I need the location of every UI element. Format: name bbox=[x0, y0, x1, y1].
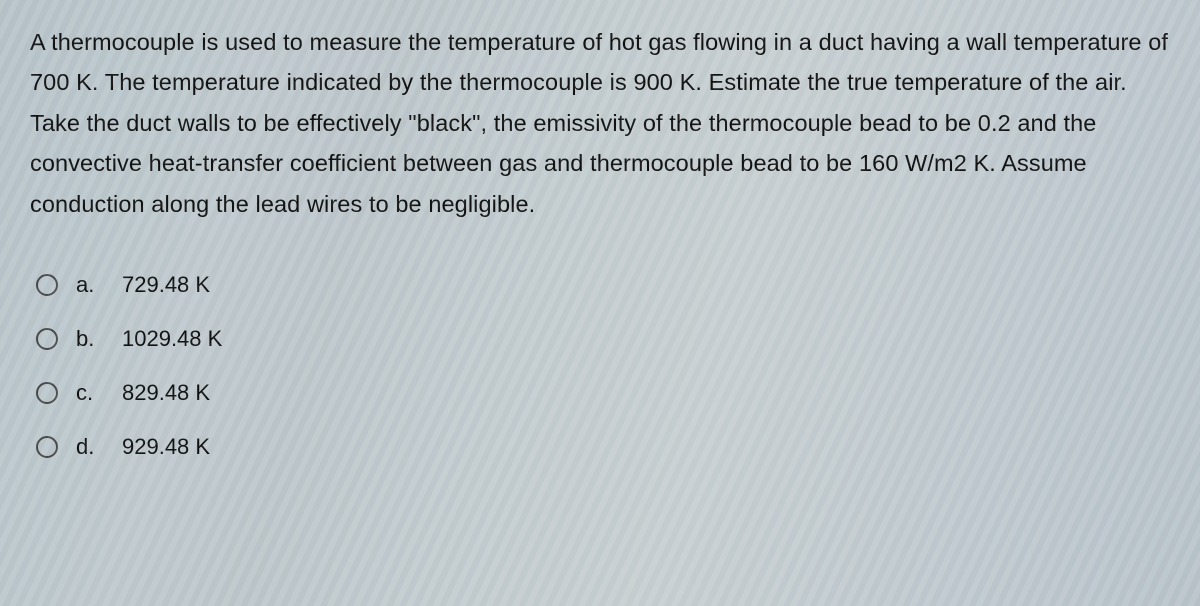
option-d[interactable]: d. 929.48 K bbox=[36, 434, 1170, 460]
option-letter: c. bbox=[76, 380, 104, 406]
option-text: 729.48 K bbox=[122, 272, 210, 298]
option-text: 929.48 K bbox=[122, 434, 210, 460]
option-text: 829.48 K bbox=[122, 380, 210, 406]
option-letter: d. bbox=[76, 434, 104, 460]
option-a[interactable]: a. 729.48 K bbox=[36, 272, 1170, 298]
radio-icon[interactable] bbox=[36, 274, 58, 296]
option-b[interactable]: b. 1029.48 K bbox=[36, 326, 1170, 352]
question-text: A thermocouple is used to measure the te… bbox=[30, 22, 1170, 224]
options-list: a. 729.48 K b. 1029.48 K c. 829.48 K d. … bbox=[30, 272, 1170, 460]
option-text: 1029.48 K bbox=[122, 326, 222, 352]
option-letter: a. bbox=[76, 272, 104, 298]
radio-icon[interactable] bbox=[36, 328, 58, 350]
option-letter: b. bbox=[76, 326, 104, 352]
radio-icon[interactable] bbox=[36, 436, 58, 458]
radio-icon[interactable] bbox=[36, 382, 58, 404]
option-c[interactable]: c. 829.48 K bbox=[36, 380, 1170, 406]
